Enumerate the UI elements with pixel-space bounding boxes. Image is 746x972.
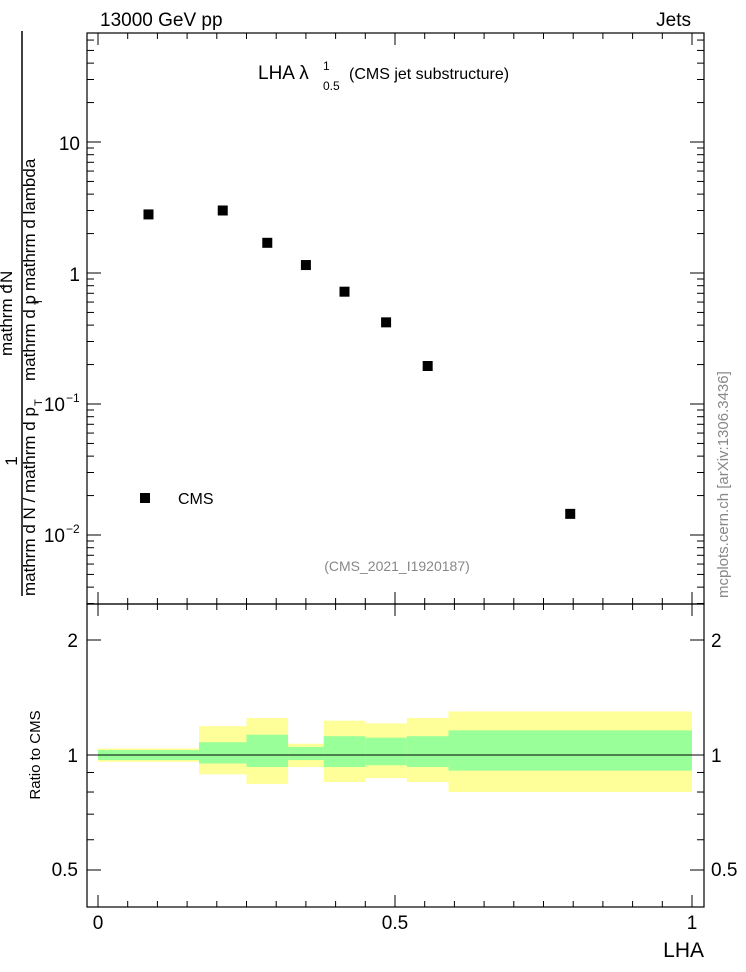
ylabel-denominator-2-sub: T — [33, 298, 45, 305]
header-energy: 13000 GeV pp — [100, 10, 223, 31]
inner-band-bin-4 — [323, 736, 366, 768]
xtick-label-0.5: 0.5 — [382, 913, 408, 934]
analysis-watermark: (CMS_2021_I1920187) — [324, 558, 470, 574]
plot-title-sup: 1 — [323, 59, 330, 73]
main-axis-ticks — [87, 33, 704, 604]
ratio-y-axis-label: Ratio to CMS — [27, 710, 44, 799]
inner-band-bin-3 — [288, 746, 324, 761]
xtick-label-1: 1 — [687, 913, 698, 934]
data-point-6 — [422, 361, 433, 372]
ratio-uncertainty-bands — [98, 711, 692, 793]
data-point-3 — [300, 260, 311, 271]
main-panel-frame — [86, 32, 705, 605]
main-y-axis-label: 1 mathrm d N / mathrm d p T mathrm d 2 N… — [0, 31, 45, 596]
ylabel-numerator-2: mathrm d — [0, 284, 16, 356]
plot-title-sub: 0.5 — [323, 79, 340, 93]
data-point-7 — [565, 508, 576, 519]
inner-band-bin-7 — [448, 730, 692, 771]
ytick-label-0.01: 10 — [44, 526, 65, 547]
ylabel-denominator-2-rest: mathrm d lambda — [20, 158, 39, 291]
legend-marker — [140, 493, 150, 503]
data-point-0 — [143, 209, 154, 220]
ylabel-denominator-2: mathrm d p — [20, 295, 39, 381]
data-point-4 — [339, 286, 350, 297]
ylabel-numerator-1: 1 — [2, 456, 21, 465]
inner-band-bin-5 — [365, 737, 407, 766]
ratio-tick-left-1: 1 — [67, 746, 78, 767]
ytick-label-0.01-exp: −2 — [66, 522, 80, 536]
data-point-1 — [217, 205, 228, 216]
xtick-label-0: 0 — [93, 913, 104, 934]
inner-band-bin-2 — [246, 734, 289, 768]
header-process: Jets — [656, 10, 691, 31]
ratio-tick-right-2: 2 — [711, 631, 722, 652]
ytick-label-0.1-exp: −1 — [66, 391, 80, 405]
data-point-2 — [262, 237, 273, 248]
inner-band-bin-1 — [198, 742, 247, 764]
ylabel-denominator-1-sub: T — [33, 399, 45, 406]
ytick-label-1: 1 — [69, 265, 80, 286]
inner-band-bin-6 — [406, 736, 449, 768]
ratio-tick-right-1: 1 — [711, 746, 722, 767]
ratio-axis-ticks — [87, 604, 704, 907]
ylabel-denominator-1: mathrm d N / mathrm d p — [20, 407, 39, 596]
ratio-tick-left-0.5: 0.5 — [52, 860, 78, 881]
ylabel-numerator-2-sup: 2 — [0, 284, 7, 290]
cms-data-markers — [143, 205, 576, 519]
data-point-5 — [381, 317, 392, 328]
ratio-tick-right-0.5: 0.5 — [711, 860, 737, 881]
plot-title-note: (CMS jet substructure) — [349, 66, 509, 83]
side-watermark: mcplots.cern.ch [arXiv:1306.3436] — [715, 371, 732, 598]
ratio-tick-left-2: 2 — [67, 631, 78, 652]
ylabel-numerator-2-rest: N — [0, 271, 16, 283]
legend-label: CMS — [178, 491, 214, 508]
ytick-label-0.1: 10 — [44, 395, 65, 416]
x-axis-label: LHA — [663, 939, 704, 962]
ytick-label-10: 10 — [59, 134, 80, 155]
plot-title: LHA λ — [258, 63, 309, 84]
